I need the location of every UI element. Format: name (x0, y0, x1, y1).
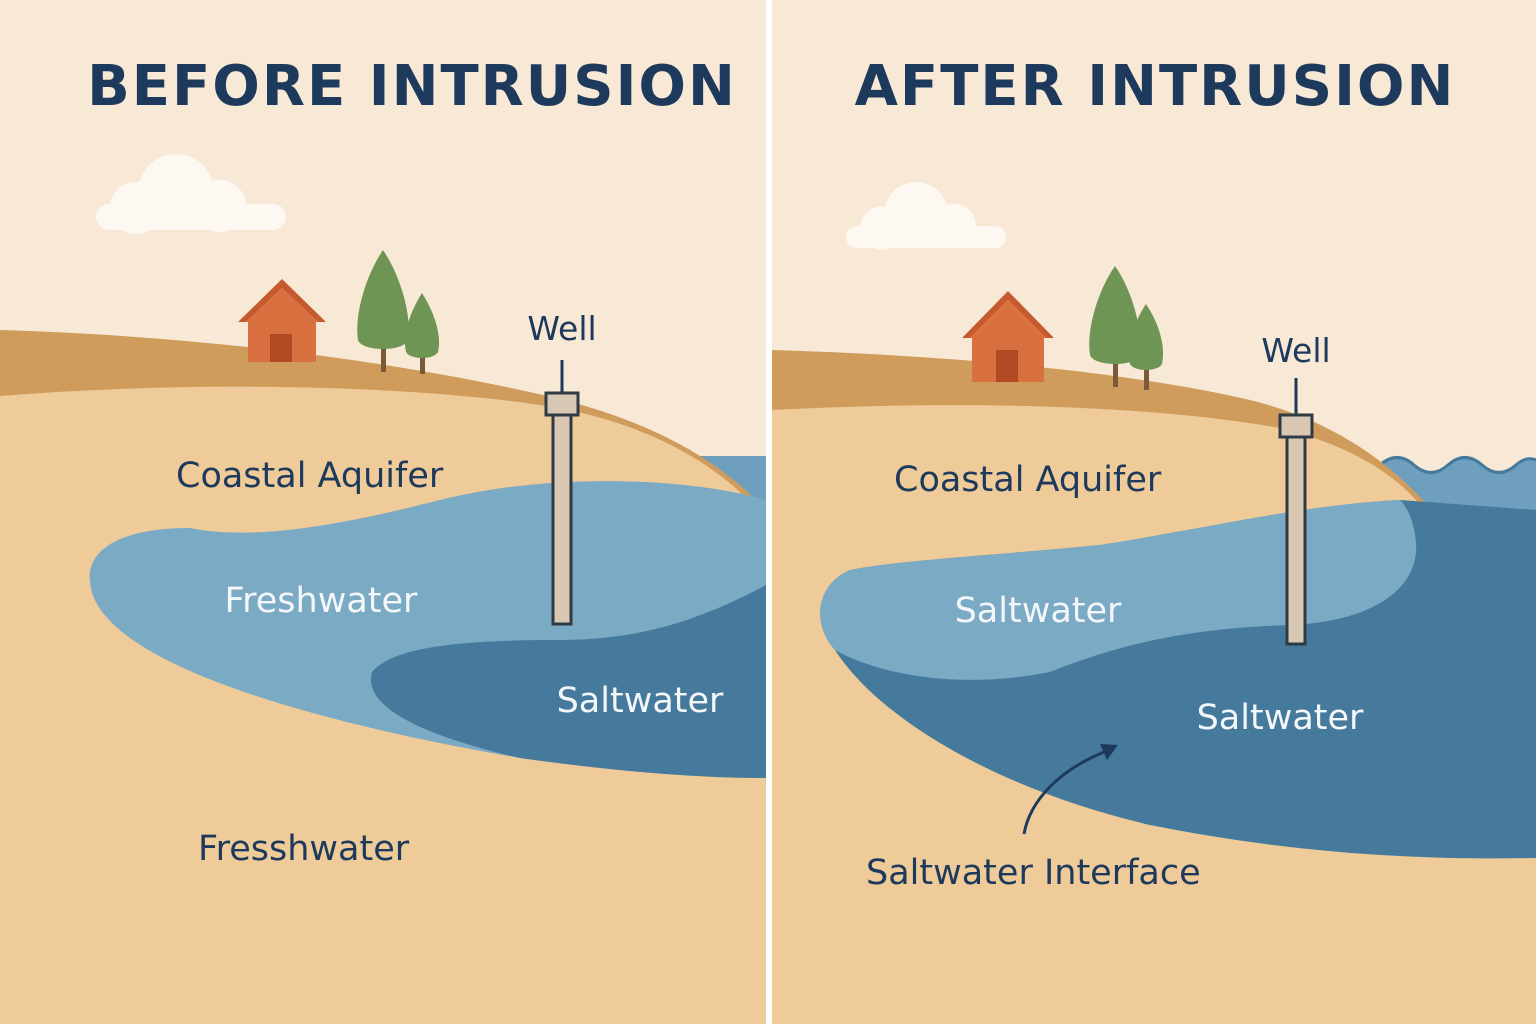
well-label-before: Well (527, 309, 596, 348)
tree-icon (357, 250, 440, 374)
well-label-after: Well (1261, 331, 1330, 370)
lower-freshwater-label-before: Fresshwater (198, 829, 410, 869)
well-icon (544, 360, 580, 626)
house-icon (238, 279, 326, 362)
saltwater-label-before: Saltwater (557, 681, 724, 721)
panel-before: BEFORE INTRUSION (0, 0, 767, 1024)
panel-divider (766, 0, 772, 1024)
aquifer-label-before: Coastal Aquifer (176, 456, 444, 496)
tree-icon (1089, 266, 1164, 390)
freshwater-label-before: Freshwater (225, 581, 418, 621)
title-before: BEFORE INTRUSION (87, 54, 737, 119)
interface-arrow-icon (1022, 744, 1118, 835)
upper-lens-after (820, 500, 1417, 680)
interface-label-after: Saltwater Interface (866, 853, 1201, 893)
aquifer-label-after: Coastal Aquifer (894, 460, 1162, 500)
house-icon (962, 291, 1054, 382)
wave-line (1379, 456, 1536, 474)
well-icon (1278, 378, 1314, 646)
saltwater-label-after: Saltwater (1197, 698, 1364, 738)
title-after: AFTER INTRUSION (855, 54, 1456, 119)
upper-lens-label-after: Saltwater (955, 591, 1122, 631)
cloud-icon (96, 154, 286, 234)
panel-after: AFTER INTRUSION (772, 0, 1536, 1024)
saltwater-wedge-before (370, 585, 766, 778)
cloud-icon (846, 182, 1006, 250)
